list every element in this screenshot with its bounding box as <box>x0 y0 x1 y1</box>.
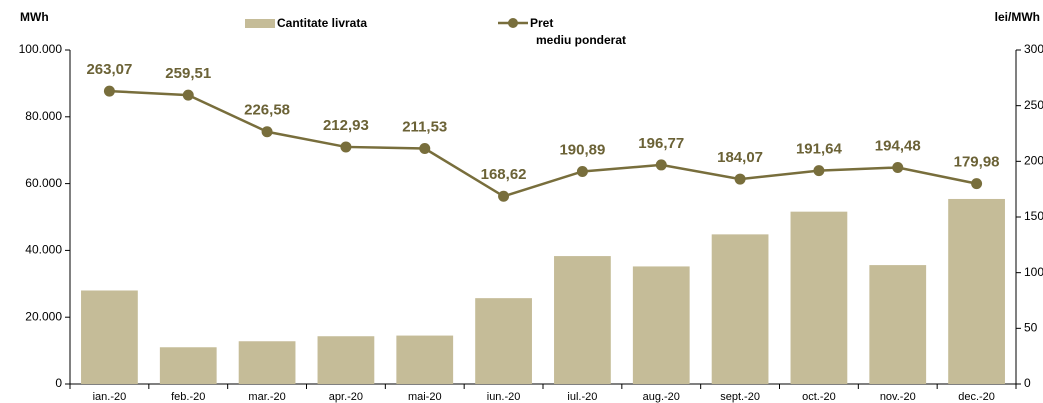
y2-tick-label: 200 <box>1024 154 1043 168</box>
data-label: 168,62 <box>481 166 527 183</box>
data-label: 190,89 <box>559 141 605 158</box>
bar <box>81 290 138 384</box>
marker <box>576 165 588 177</box>
line <box>109 89 977 198</box>
data-label: 212,93 <box>323 117 369 134</box>
y2-tick-label: 0 <box>1024 376 1031 390</box>
x-tick-label: nov.-20 <box>880 391 916 403</box>
x-tick-label: mai-20 <box>408 391 442 403</box>
bar <box>554 256 611 384</box>
data-label: 196,77 <box>638 135 684 152</box>
legend-swatch <box>245 19 275 28</box>
y2-tick-label: 150 <box>1024 209 1043 223</box>
y2-tick-label: 50 <box>1024 321 1038 335</box>
x-tick-label: dec.-20 <box>958 391 995 403</box>
legend-label-line: mediu ponderat <box>536 33 626 47</box>
bar <box>711 234 769 384</box>
x-tick-label: feb.-20 <box>171 391 205 403</box>
bar <box>948 198 1005 384</box>
marker <box>419 142 431 154</box>
data-label: 179,98 <box>954 154 1000 171</box>
bar <box>790 211 848 384</box>
marker <box>261 126 273 138</box>
y2-tick-label: 100 <box>1024 265 1043 279</box>
x-tick-label: aug.-20 <box>643 391 680 403</box>
marker <box>971 178 983 190</box>
legend-label: Cantitate livrata <box>277 16 367 30</box>
y-tick-label: 80.000 <box>25 109 62 123</box>
bar <box>632 266 690 384</box>
y-tick-label: 20.000 <box>25 309 62 323</box>
marker <box>813 165 825 177</box>
legend-marker <box>508 18 518 28</box>
data-label: 194,48 <box>875 137 921 154</box>
data-label: 184,07 <box>717 149 763 166</box>
marker <box>892 161 904 173</box>
data-label: 191,64 <box>796 141 843 158</box>
bar <box>869 265 927 384</box>
y2-axis-label: lei/MWh <box>995 10 1040 24</box>
marker <box>340 141 352 153</box>
marker <box>734 173 746 185</box>
y-tick-label: 100.000 <box>19 42 63 56</box>
bar <box>317 336 375 384</box>
bar <box>396 335 454 384</box>
bar <box>238 341 296 384</box>
data-label: 211,53 <box>402 118 447 135</box>
marker <box>182 89 194 101</box>
y-tick-label: 0 <box>55 376 62 390</box>
y2-tick-label: 250 <box>1024 98 1043 112</box>
y-tick-label: 40.000 <box>25 243 62 257</box>
y-axis-label: MWh <box>20 10 49 24</box>
data-label: 263,07 <box>86 61 132 78</box>
y-tick-label: 60.000 <box>25 176 62 190</box>
x-tick-label: iun.-20 <box>487 391 521 403</box>
x-tick-label: mar.-20 <box>248 391 285 403</box>
marker <box>498 190 510 202</box>
marker <box>103 85 115 97</box>
x-tick-label: sept.-20 <box>720 391 760 403</box>
legend-label-line: Pret <box>530 16 553 30</box>
x-tick-label: ian.-20 <box>93 391 127 403</box>
x-tick-label: oct.-20 <box>802 391 836 403</box>
marker <box>655 159 667 171</box>
data-label: 259,51 <box>165 65 211 82</box>
bar <box>475 298 532 384</box>
x-tick-label: apr.-20 <box>329 391 363 403</box>
legend-label: Pret mediu ponderat <box>530 16 626 47</box>
y2-tick-label: 300 <box>1024 42 1043 56</box>
data-label: 226,58 <box>244 102 290 119</box>
bar <box>159 347 217 384</box>
x-tick-label: iul.-20 <box>567 391 597 403</box>
